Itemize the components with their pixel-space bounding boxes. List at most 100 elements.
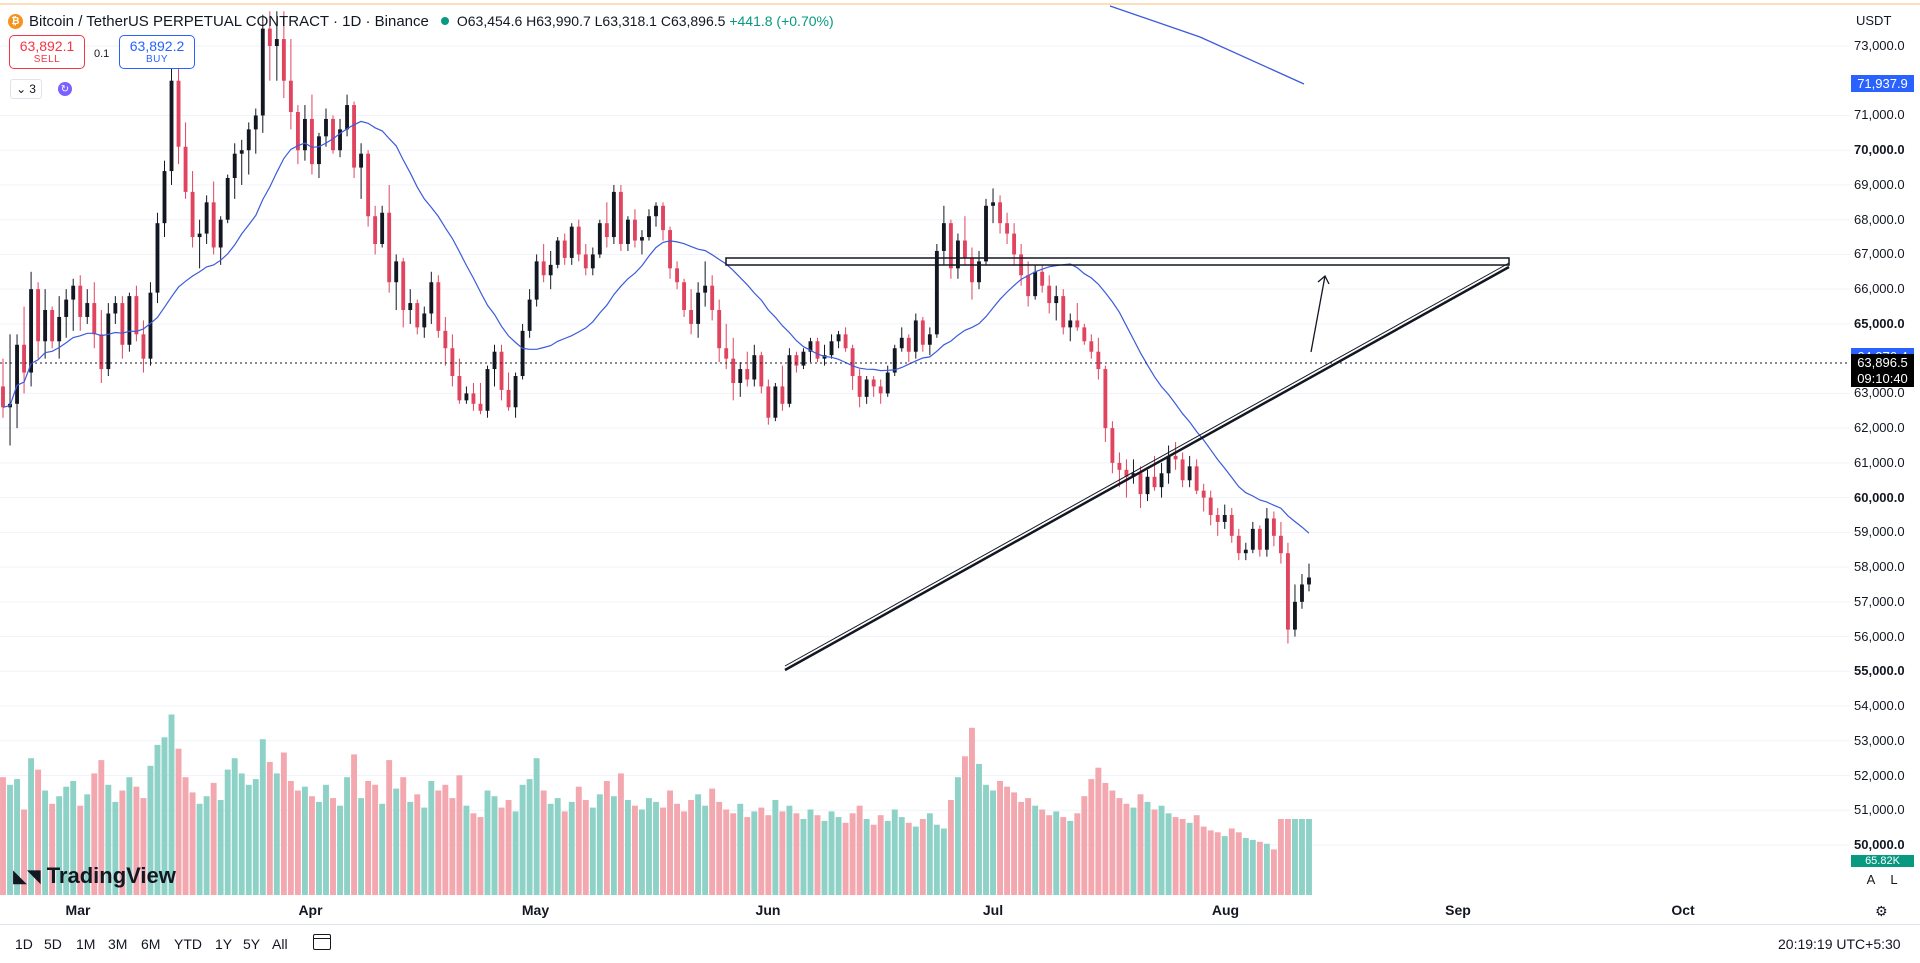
- volume-bar-99: [695, 794, 702, 895]
- volume-bar-118: [828, 811, 835, 895]
- volume-bar-43: [301, 786, 308, 895]
- log-scale-button[interactable]: L: [1890, 871, 1898, 887]
- candle-body-26: [183, 146, 188, 192]
- chart-drawings[interactable]: [725, 5, 1510, 672]
- volume-bar-184: [1292, 819, 1298, 895]
- candle-body-143: [1005, 223, 1010, 234]
- volume-bar-151: [1060, 817, 1067, 895]
- candle-body-178: [1250, 528, 1255, 550]
- price-tick-0: 73,000.0: [1854, 38, 1905, 53]
- candle-body-77: [541, 261, 546, 276]
- refresh-icon[interactable]: ↻: [58, 82, 72, 96]
- timeframe-1m[interactable]: 1M: [76, 936, 96, 952]
- indicators-toggle[interactable]: ⌄ 3: [10, 79, 42, 99]
- clock[interactable]: 20:19:19 UTC+5:30: [1778, 936, 1901, 952]
- projection-arrow-head: [1317, 274, 1330, 285]
- volume-bar-166: [1165, 813, 1172, 895]
- candle-body-120: [843, 334, 848, 349]
- volume-bar-97: [681, 811, 688, 895]
- candle-body-182: [1278, 535, 1283, 554]
- volume-bar-24: [168, 714, 175, 895]
- volume-bar-145: [1018, 801, 1025, 895]
- sell-button[interactable]: 63,892.1 SELL: [9, 35, 85, 69]
- candle-body-122: [857, 376, 862, 397]
- calendar-icon[interactable]: [313, 934, 331, 950]
- volume-bar-128: [898, 817, 905, 895]
- timeframe-6m[interactable]: 6M: [141, 936, 161, 952]
- volume-bar-21: [147, 765, 154, 895]
- candle-body-156: [1096, 351, 1101, 370]
- settings-gear-icon[interactable]: ⚙: [1875, 903, 1888, 919]
- volume-bar-102: [716, 801, 723, 895]
- volume-bar-30: [210, 782, 217, 895]
- buy-button[interactable]: 63,892.2 BUY: [119, 35, 195, 69]
- timeframe-5d[interactable]: 5D: [44, 936, 62, 952]
- price-tick-17: 54,000.0: [1854, 698, 1905, 714]
- volume-bar-122: [856, 805, 863, 895]
- candle-body-125: [878, 386, 883, 394]
- volume-bar-162: [1137, 794, 1144, 895]
- volume-bar-169: [1186, 822, 1193, 895]
- candle-body-168: [1180, 459, 1185, 481]
- timeframe-1d[interactable]: 1D: [15, 936, 33, 952]
- candle-body-96: [675, 268, 679, 283]
- timeframe-5y[interactable]: 5Y: [243, 936, 261, 952]
- volume-bar-69: [484, 790, 491, 895]
- volume-bar-55: [386, 760, 393, 895]
- volume-bar-109: [765, 815, 772, 895]
- price-tick-7: 65,000.0: [1854, 315, 1905, 331]
- volume-bar-153: [1074, 813, 1081, 895]
- candle-body-89: [625, 219, 630, 245]
- volume-bar-129: [905, 822, 912, 895]
- projection-arrow[interactable]: [1310, 275, 1326, 353]
- support-trendline[interactable]: [784, 265, 1510, 672]
- volume-bar-92: [646, 798, 652, 895]
- timeframe-ytd[interactable]: YTD: [174, 936, 202, 952]
- currency-selector[interactable]: USDT: [1856, 13, 1892, 28]
- volume-bar-111: [779, 811, 786, 895]
- timeframe-1y[interactable]: 1Y: [215, 936, 233, 952]
- resistance-zone[interactable]: [725, 257, 1510, 266]
- price-tick-5: 67,000.0: [1854, 246, 1905, 262]
- candle-body-155: [1089, 341, 1094, 352]
- volume-bar-139: [976, 763, 982, 895]
- volume-bar-48: [337, 805, 343, 895]
- candle-body-148: [1040, 271, 1045, 286]
- candle-body-97: [682, 282, 687, 311]
- volume-bar-20: [140, 798, 147, 895]
- candle-body-113: [794, 355, 799, 366]
- volume-bar-175: [1228, 828, 1235, 895]
- volume-bar-127: [891, 809, 898, 895]
- price-tick-15: 56,000.0: [1854, 628, 1905, 644]
- candle-body-144: [1012, 233, 1017, 255]
- auto-scale-button[interactable]: A: [1866, 871, 1876, 887]
- candle-body-127: [892, 348, 897, 373]
- moving-average: [2, 120, 1310, 534]
- candle-body-30: [211, 202, 216, 248]
- candle-body-94: [661, 205, 665, 231]
- candle-body-174: [1222, 514, 1227, 522]
- volume-bar-83: [582, 800, 589, 895]
- volume-bar-182: [1277, 819, 1284, 895]
- volume-bar-98: [688, 800, 695, 895]
- symbol-title[interactable]: Bitcoin / TetherUS PERPETUAL CONTRACT · …: [29, 12, 429, 30]
- volume-bar-146: [1025, 798, 1032, 895]
- timeframe-3m[interactable]: 3M: [108, 936, 128, 952]
- volume-bar-90: [631, 805, 638, 895]
- volume-bar-85: [596, 794, 603, 895]
- price-tick-13: 58,000.0: [1854, 559, 1905, 575]
- timeframe-all[interactable]: All: [272, 936, 288, 952]
- candle-body-99: [696, 292, 701, 324]
- volume-bar-155: [1088, 779, 1095, 895]
- volume-bar-115: [807, 809, 814, 895]
- candle-body-6: [43, 310, 48, 342]
- price-label-2: 63,896.5: [1851, 354, 1914, 372]
- symbol-header[interactable]: ₿ Bitcoin / TetherUS PERPETUAL CONTRACT …: [8, 11, 834, 31]
- candle-body-69: [485, 369, 490, 411]
- volume-bar-131: [919, 819, 926, 895]
- candle-body-46: [324, 118, 328, 137]
- candle-body-186: [1307, 577, 1311, 585]
- volume-bar-41: [287, 781, 294, 895]
- candle-body-157: [1103, 369, 1108, 429]
